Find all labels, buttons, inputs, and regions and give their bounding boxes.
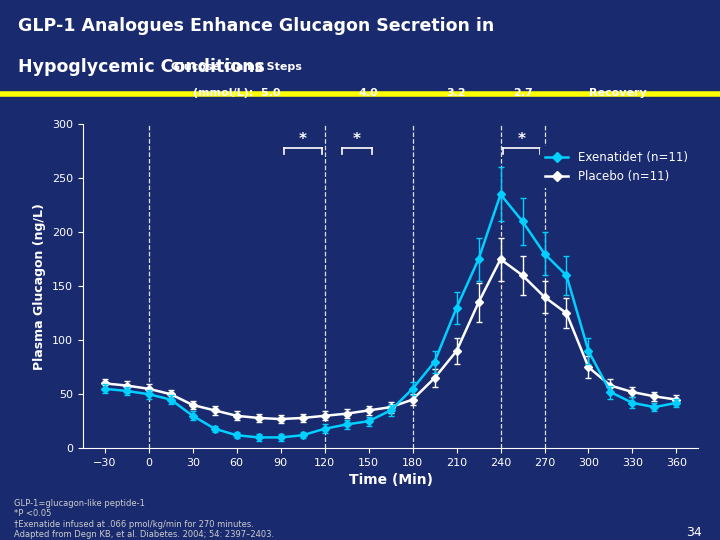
- Text: Recovery: Recovery: [589, 88, 647, 98]
- Text: *: *: [518, 132, 526, 147]
- Text: *: *: [353, 132, 361, 147]
- Text: GLP-1 Analogues Enhance Glucagon Secretion in: GLP-1 Analogues Enhance Glucagon Secreti…: [18, 17, 494, 36]
- Text: 34: 34: [686, 526, 702, 539]
- Text: 3.2: 3.2: [446, 88, 467, 98]
- Text: *: *: [299, 132, 307, 147]
- Text: 2.7: 2.7: [513, 88, 532, 98]
- Text: GLP-1=glucagon-like peptide-1
*P <0.05
†Exenatide infused at .066 pmol/kg/min fo: GLP-1=glucagon-like peptide-1 *P <0.05 †…: [14, 499, 274, 539]
- Y-axis label: Plasma Glucagon (ng/L): Plasma Glucagon (ng/L): [33, 202, 46, 370]
- Text: 4.0: 4.0: [359, 88, 379, 98]
- Text: Hypoglycemic Conditions: Hypoglycemic Conditions: [18, 58, 265, 76]
- Text: Glucose Clamp Steps: Glucose Clamp Steps: [171, 62, 302, 72]
- X-axis label: Time (Min): Time (Min): [348, 474, 433, 488]
- Legend: Exenatide† (n=11), Placebo (n=11): Exenatide† (n=11), Placebo (n=11): [540, 146, 693, 187]
- Text: (mmol/L):  5.0: (mmol/L): 5.0: [193, 88, 281, 98]
